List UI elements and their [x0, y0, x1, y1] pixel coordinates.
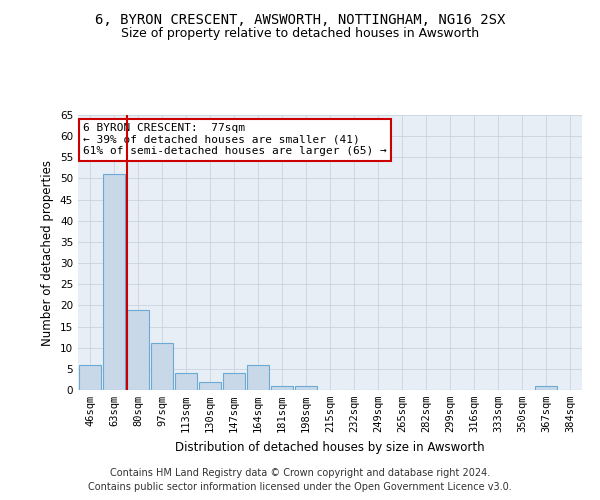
Bar	[247, 364, 269, 390]
Bar	[79, 364, 101, 390]
Bar	[199, 382, 221, 390]
Bar	[271, 386, 293, 390]
Text: Size of property relative to detached houses in Awsworth: Size of property relative to detached ho…	[121, 28, 479, 40]
Bar	[223, 373, 245, 390]
Text: 6 BYRON CRESCENT:  77sqm
← 39% of detached houses are smaller (41)
61% of semi-d: 6 BYRON CRESCENT: 77sqm ← 39% of detache…	[83, 123, 387, 156]
Bar	[103, 174, 125, 390]
X-axis label: Distribution of detached houses by size in Awsworth: Distribution of detached houses by size …	[175, 440, 485, 454]
Y-axis label: Number of detached properties: Number of detached properties	[41, 160, 55, 346]
Text: Contains HM Land Registry data © Crown copyright and database right 2024.
Contai: Contains HM Land Registry data © Crown c…	[88, 468, 512, 492]
Bar	[295, 386, 317, 390]
Bar	[175, 373, 197, 390]
Bar	[151, 344, 173, 390]
Bar	[127, 310, 149, 390]
Bar	[535, 386, 557, 390]
Text: 6, BYRON CRESCENT, AWSWORTH, NOTTINGHAM, NG16 2SX: 6, BYRON CRESCENT, AWSWORTH, NOTTINGHAM,…	[95, 12, 505, 26]
